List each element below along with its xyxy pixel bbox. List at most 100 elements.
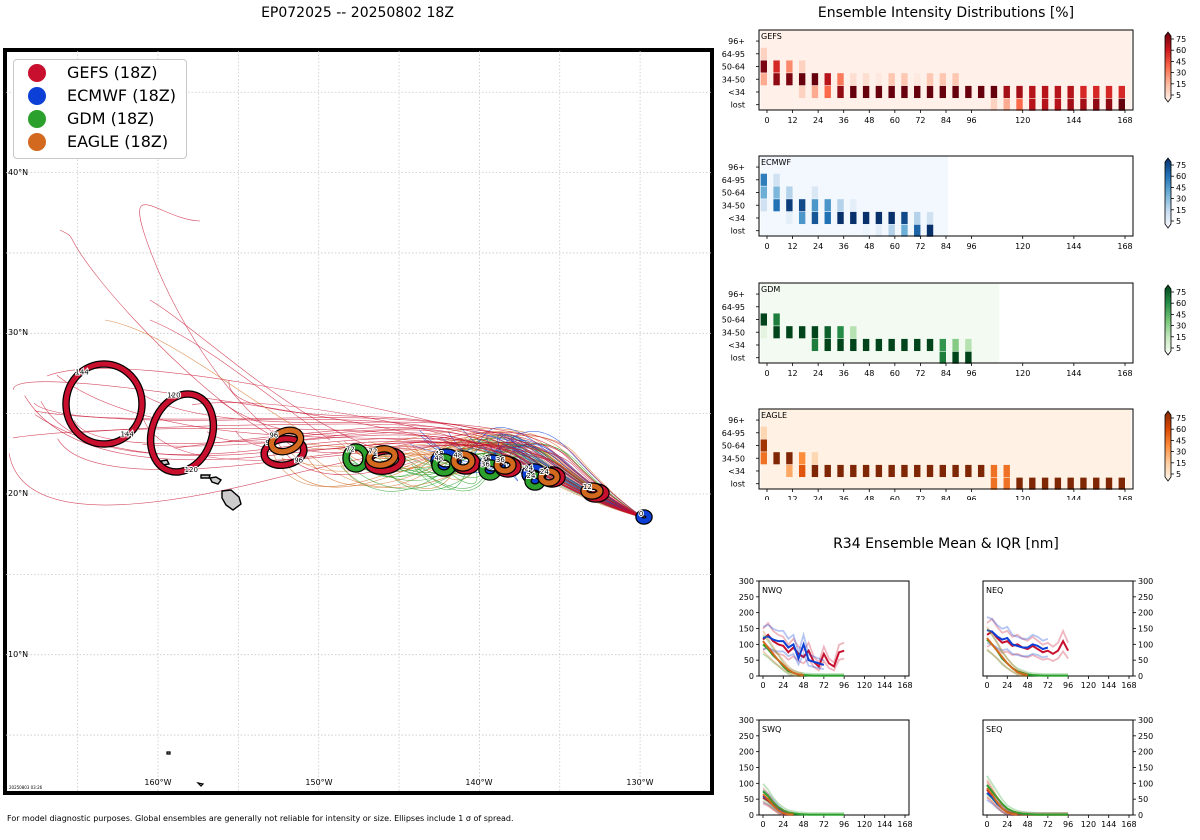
- heatmap-cell: [798, 211, 806, 225]
- eagle-ellipse-48: 48: [450, 450, 476, 472]
- eagle-ellipse-12-label: 12: [583, 483, 592, 491]
- colorbar: [1164, 284, 1172, 356]
- lat-label-20: 20°N: [8, 489, 28, 498]
- r34-series-eagle: [762, 787, 794, 816]
- heatmap-cell: [850, 464, 857, 478]
- heatmap-cell: [926, 211, 934, 225]
- r34-iqr-upper: [986, 775, 1069, 814]
- heatmap-cell: [798, 73, 806, 86]
- eagle-ellipse-36: 36: [493, 455, 517, 475]
- heatmap-cell: [926, 85, 934, 99]
- gdm-ellipse-36-label: 36: [481, 460, 490, 468]
- footnote: For model diagnostic purposes. Global en…: [7, 814, 514, 823]
- heatmap-x-tick: 0: [764, 242, 769, 251]
- heatmap-x-tick: 120: [1015, 116, 1030, 125]
- colorbar: [1164, 157, 1172, 229]
- ensemble-member-track: [149, 319, 331, 441]
- heatmap-x-tick: 0: [764, 495, 769, 500]
- heatmap-x-tick: 120: [1015, 495, 1030, 500]
- r34-y-tick: 200: [739, 609, 754, 618]
- colorbar: [1164, 31, 1172, 103]
- heatmap-x-tick: 12: [787, 369, 797, 378]
- heatmap-cell: [811, 338, 819, 352]
- heatmap-x-tick: 168: [1117, 116, 1132, 125]
- heatmap-x-tick: 24: [813, 369, 823, 378]
- eagle-ellipse-36-label: 36: [496, 456, 505, 464]
- heatmap-x-tick: 120: [1015, 242, 1030, 251]
- heatmap-cell: [1003, 85, 1010, 99]
- heatmap-cell: [926, 464, 934, 478]
- r34-x-tick: 72: [1043, 681, 1053, 690]
- legend-ecmwf-marker: [28, 87, 46, 105]
- gdm-ellipse-72-label: 72: [346, 445, 355, 453]
- gefs-ellipse-144-ring: [63, 361, 145, 447]
- heatmap-x-tick: 36: [839, 369, 849, 378]
- legend-ecmwf-label: ECMWF (18Z): [67, 86, 176, 105]
- heatmap-row-label: 96+: [728, 37, 745, 46]
- heatmap-x-tick: 120: [1015, 369, 1030, 378]
- r34-iqr-upper: [762, 634, 845, 675]
- heatmap-cell: [773, 199, 780, 212]
- ensemble-member-track: [24, 395, 645, 519]
- r34-x-tick: 24: [778, 820, 788, 829]
- heatmap-cell: [862, 211, 870, 225]
- heatmap-x-tick: 84: [941, 495, 951, 500]
- heatmap-cell: [1067, 85, 1074, 99]
- ecmwf-ellipse-24-label: 24: [524, 464, 533, 472]
- r34-mean-line: [762, 633, 845, 669]
- heatmap-x-tick: 48: [864, 242, 874, 251]
- r34-y-tick: 0: [1138, 811, 1143, 820]
- r34-x-tick: 72: [819, 820, 829, 829]
- colorbar-tick: 45: [1176, 57, 1186, 66]
- heatmap-cell: [811, 199, 819, 212]
- heatmap-cell: [786, 452, 793, 465]
- r34-iqr-upper: [986, 628, 1069, 675]
- r34-iqr-lower: [986, 648, 1028, 677]
- r34-mean-line: [762, 793, 794, 816]
- heatmap-x-tick: 144: [1066, 369, 1081, 378]
- heatmap-row-label: 34-50: [722, 328, 745, 337]
- heatmap-cell: [939, 73, 946, 86]
- heatmap-cell: [1118, 85, 1125, 99]
- timestamp-stamp: 20250803 03:26: [9, 785, 43, 790]
- ensemble-member-track: [34, 414, 645, 519]
- r34-quadrant-label: NWQ: [762, 586, 782, 595]
- r34-series-ecmwf: [986, 616, 1049, 659]
- heatmap-x-tick: 96: [966, 242, 976, 251]
- colorbar-tick: 75: [1176, 414, 1186, 423]
- heatmap-cell: [786, 464, 793, 478]
- heatmap-cell: [824, 73, 831, 86]
- r34-iqr-lower: [762, 645, 845, 672]
- heatmap-cell: [1016, 85, 1023, 99]
- eagle-ellipse-24-ring: [538, 468, 560, 486]
- heatmap-cell: [901, 211, 908, 225]
- legend-eagle-marker: [28, 133, 46, 151]
- heatmap-cell: [824, 211, 831, 225]
- r34-y-tick: 100: [739, 779, 754, 788]
- colorbar-tick: 60: [1176, 172, 1186, 181]
- r34-iqr-upper: [986, 779, 1018, 814]
- heatmap-cell: [875, 224, 883, 237]
- heatmap-row-label: 64-95: [722, 50, 745, 59]
- heatmap-cell: [1029, 85, 1036, 99]
- heatmap-x-tick: 24: [813, 242, 823, 251]
- legend-gdm-marker: [28, 110, 46, 128]
- heatmap-cell: [1016, 98, 1023, 111]
- heatmap-cell: [1067, 477, 1074, 490]
- r34-panel-neq: NEQ 300 250 200 150 100 50 0 0 24 48 72 96 120 144 168: [982, 577, 1153, 690]
- r34-x-tick: 144: [877, 820, 892, 829]
- heatmap-x-tick: 36: [839, 495, 849, 500]
- heatmap-cell: [798, 60, 806, 73]
- heatmap-x-tick: 96: [966, 116, 976, 125]
- r34-x-tick: 168: [1121, 820, 1136, 829]
- heatmap-cell: [760, 313, 767, 326]
- heatmap-cell: [977, 464, 985, 478]
- r34-iqr-upper: [762, 621, 845, 665]
- r34-title: R34 Ensemble Mean & IQR [nm]: [833, 536, 1059, 552]
- eagle-ellipse-48-label: 48: [453, 451, 462, 459]
- map-legend: GEFS (18Z) ECMWF (18Z) GDM (18Z) EAGLE (…: [13, 59, 187, 159]
- hawaii-big-island: [221, 489, 242, 511]
- gefs-ellipse-144: 144 144: [62, 360, 146, 448]
- gdm-ellipse-48-label: 48: [434, 455, 443, 463]
- r34-mean-line: [762, 635, 825, 666]
